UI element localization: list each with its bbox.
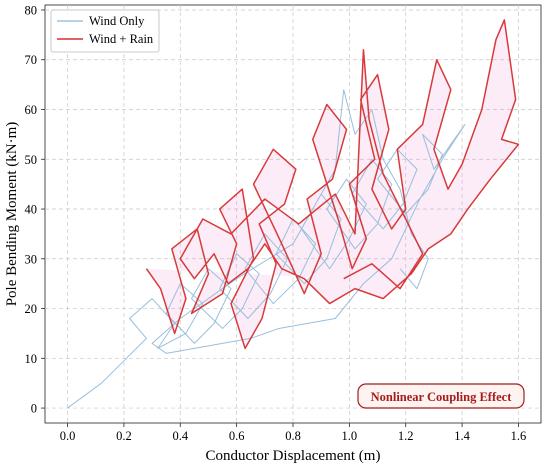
legend-label-wind-rain: Wind + Rain [89,32,154,46]
coupling-shading [146,19,519,349]
x-axis-label: Conductor Displacement (m) [206,448,381,464]
y-tick-label: 30 [25,252,38,266]
plot-area [44,4,542,424]
grid [45,5,541,423]
x-tick-label: 1.0 [342,429,358,443]
y-tick-label: 60 [25,103,38,117]
series-lines [67,19,520,409]
y-tick-label: 10 [25,352,38,366]
axis-ticks: 0.0 0.2 0.4 0.6 0.8 1.0 1.2 1.4 1.6 0 10 20 30 40 50 60… [25,3,527,443]
y-tick-label: 70 [25,53,38,67]
y-tick-label: 20 [25,302,38,316]
x-tick-label: 1.6 [511,429,527,443]
x-tick-label: 0.6 [229,429,245,443]
annotation: Nonlinear Coupling Effect [357,383,525,409]
legend: Wind Only Wind + Rain [50,9,160,53]
legend-label-wind-only: Wind Only [89,14,145,28]
x-tick-label: 1.2 [398,429,414,443]
y-tick-label: 0 [31,402,37,416]
x-tick-label: 0.4 [172,429,188,443]
x-tick-label: 0.2 [116,429,132,443]
y-tick-label: 80 [25,3,38,17]
series-line-wind-rain [145,19,520,350]
y-tick-label: 40 [25,203,38,217]
x-tick-label: 1.4 [454,429,470,443]
overlap-shading [146,19,519,349]
annotation-text: Nonlinear Coupling Effect [371,390,513,404]
annotation-box [357,383,525,409]
y-tick-label: 50 [25,153,38,167]
x-tick-label: 0.0 [60,429,76,443]
y-axis-label: Pole Bending Moment (kN·m) [4,122,20,307]
x-tick-label: 0.8 [285,429,301,443]
